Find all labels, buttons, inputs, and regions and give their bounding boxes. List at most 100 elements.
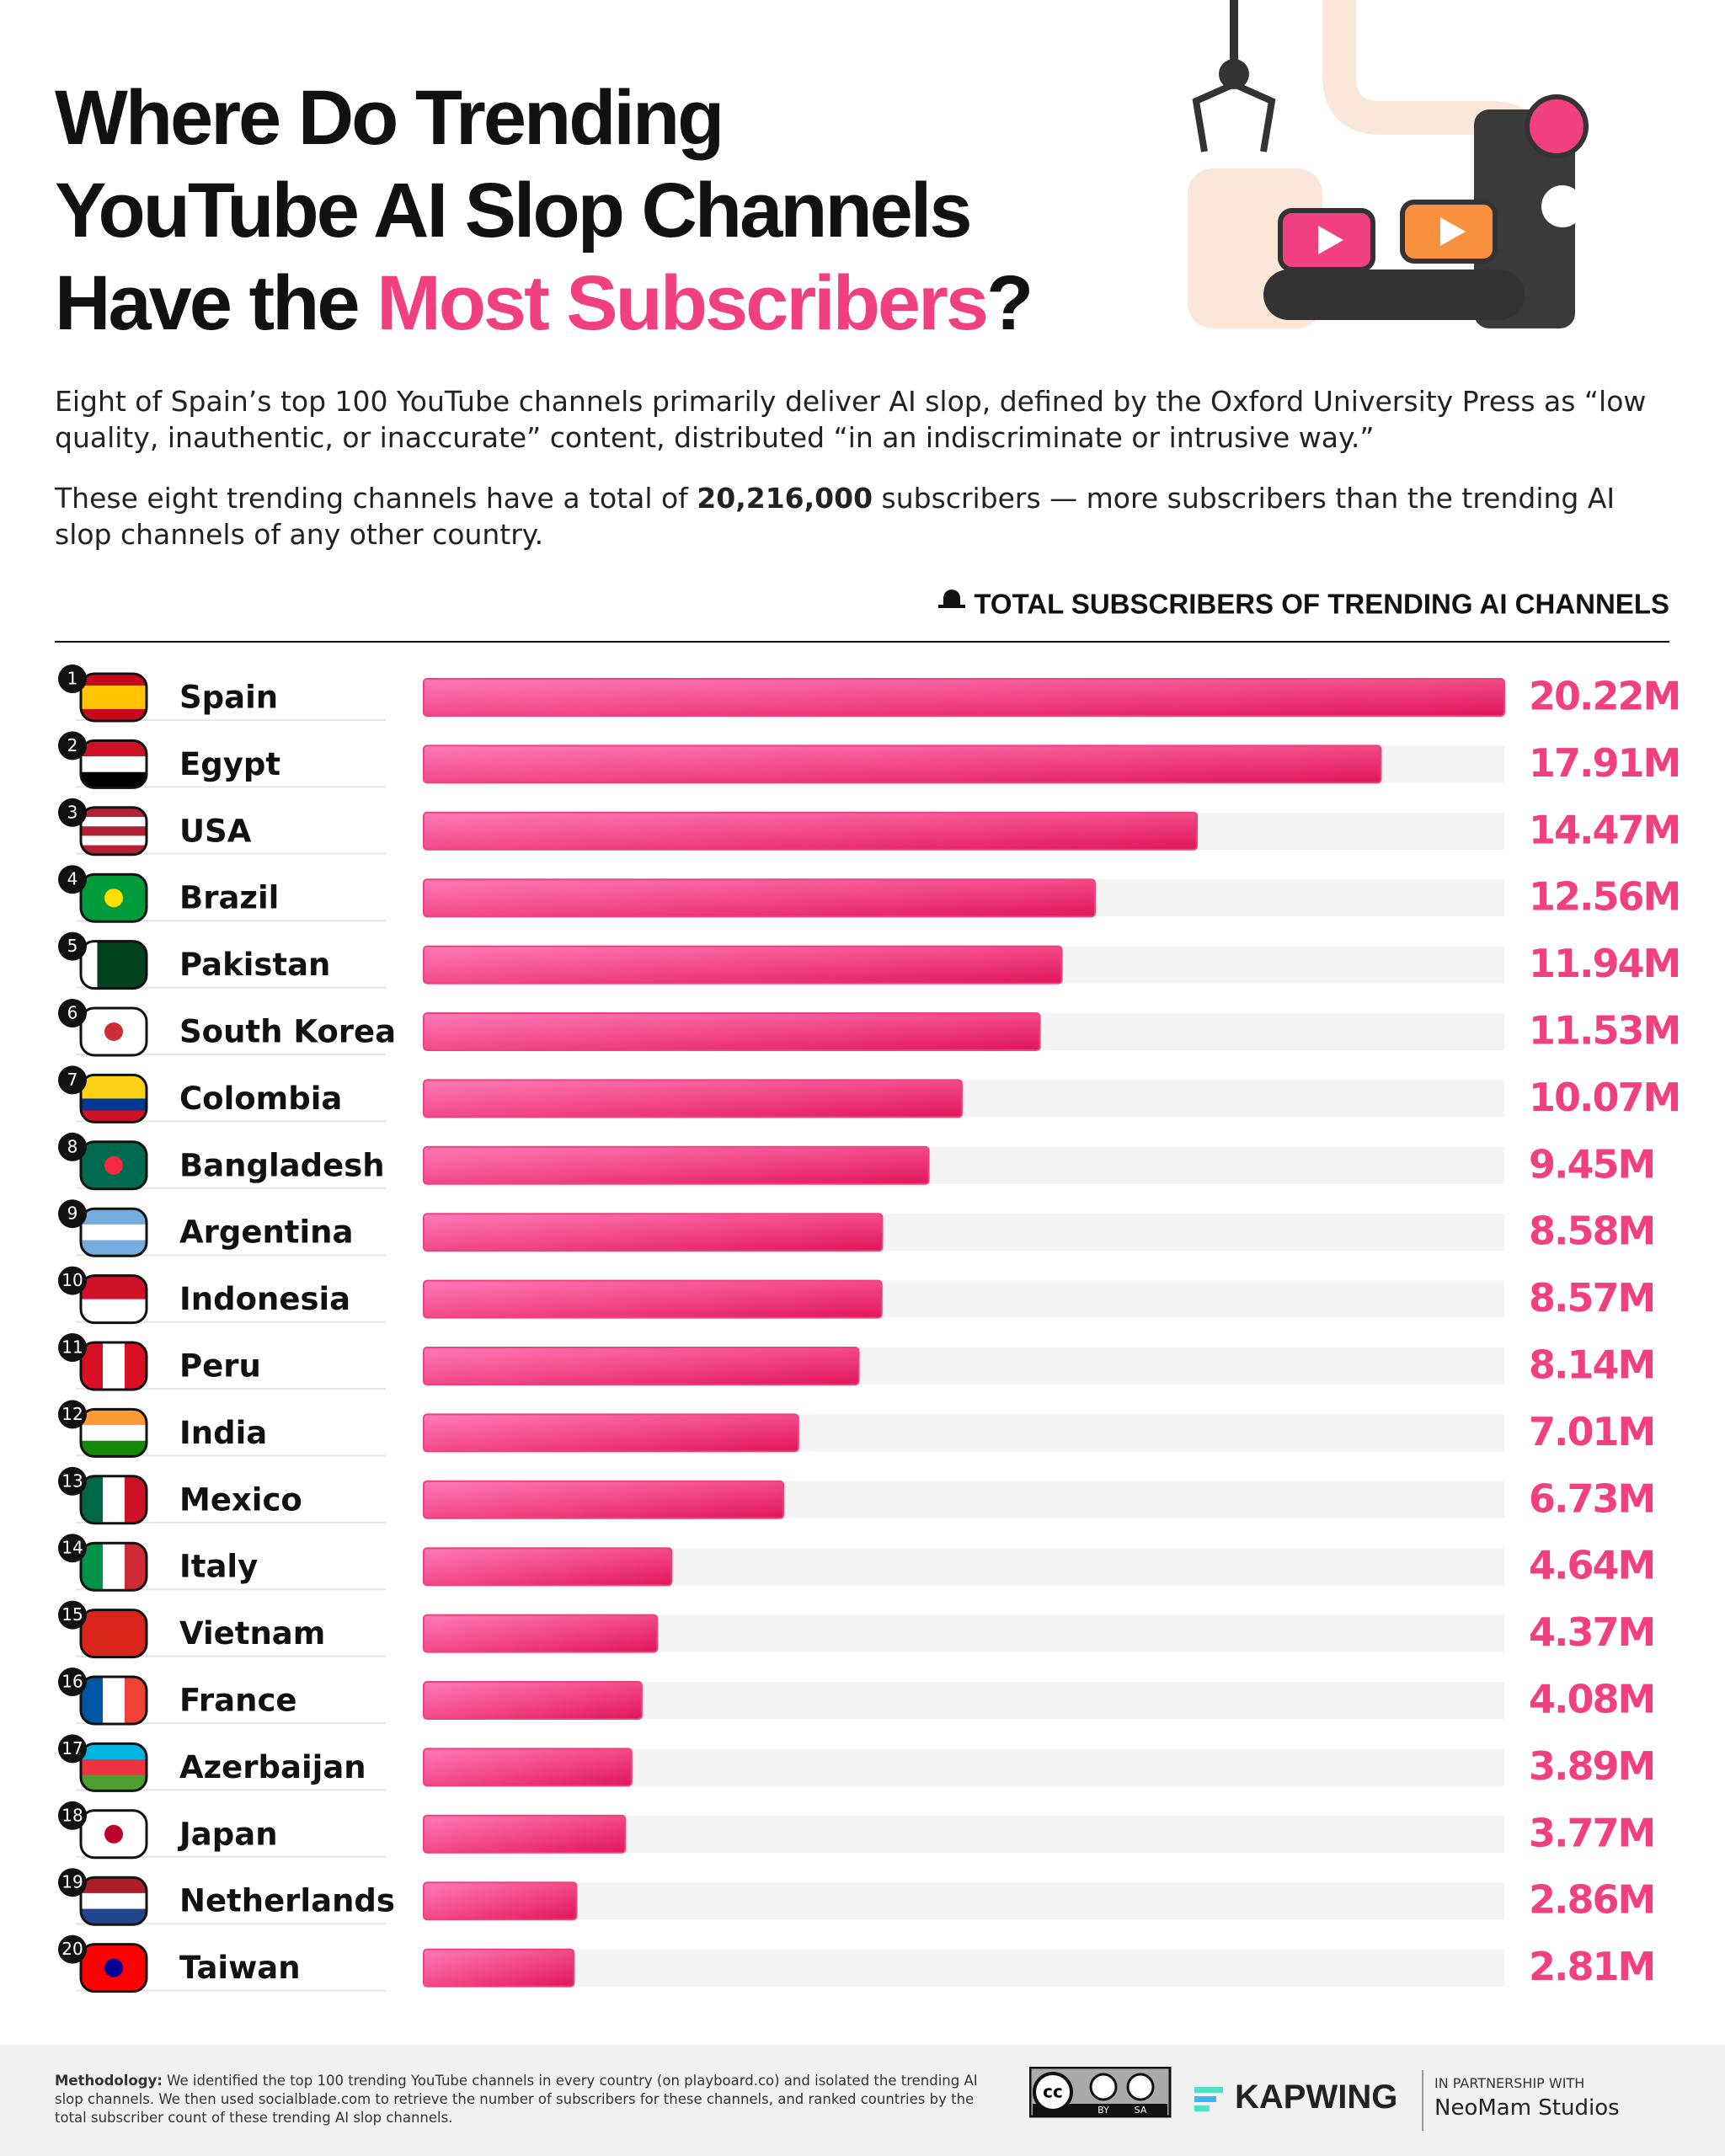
value-label: 10.07M [1529, 1075, 1680, 1120]
rank: 6 [67, 1003, 78, 1023]
intro-bold: 20,216,000 [697, 482, 873, 515]
flag-stripe [125, 1543, 147, 1591]
flag-stripe [81, 817, 147, 827]
partner: NeoMam Studios [1434, 2095, 1620, 2121]
flag-stripe [103, 1677, 126, 1724]
flag-stripe [81, 1774, 147, 1791]
country-name: South Korea [179, 1014, 396, 1050]
flag-border [79, 1675, 148, 1726]
country-name: Mexico [179, 1481, 302, 1518]
value-label: 11.94M [1529, 941, 1680, 986]
methodology-text: We identified the top 100 trending YouTu… [55, 2073, 978, 2126]
flag [79, 1006, 148, 1057]
rank-badge [58, 1935, 87, 1964]
rank: 12 [61, 1404, 83, 1424]
flag-emblem [104, 1022, 123, 1041]
bar [423, 1948, 575, 1988]
intro-text: These eight trending channels have a tot… [55, 482, 688, 515]
bar [423, 1480, 785, 1519]
bar [423, 744, 1382, 784]
rank: 11 [61, 1337, 83, 1358]
flag-border [79, 940, 148, 990]
rank: 15 [61, 1604, 83, 1625]
flag [79, 739, 148, 789]
license-sa: SA [1135, 2105, 1147, 2116]
flag [79, 1407, 148, 1458]
flag-stripe [125, 1677, 147, 1724]
flag-stripe [125, 1342, 147, 1390]
rank-badge [58, 731, 87, 760]
footer: Methodology: We identified the top 100 t… [0, 2045, 1725, 2156]
flag-emblem [104, 1824, 123, 1844]
rank: 7 [67, 1070, 78, 1090]
country-name: Japan [177, 1816, 278, 1852]
title-line: Have the Most Subscribers? [55, 259, 1033, 348]
flag-stripe [81, 826, 147, 836]
flag-border [79, 1742, 148, 1792]
bar [423, 678, 1505, 717]
methodology-label: Methodology: [55, 2073, 163, 2089]
title-part: Have the [55, 260, 360, 346]
flag-stripe [81, 1609, 147, 1657]
flag [79, 806, 148, 857]
bar [423, 1881, 578, 1921]
value-label: 20.22M [1529, 674, 1680, 719]
flag-stripe [81, 674, 147, 686]
flag-stripe [97, 941, 115, 989]
flag [79, 1073, 148, 1123]
value-label: 17.91M [1529, 740, 1680, 786]
rank: 18 [61, 1805, 83, 1825]
rank: 4 [67, 869, 78, 889]
rank-badge [58, 664, 87, 693]
chart: TOTAL SUBSCRIBERS OF TRENDING AI CHANNEL… [55, 589, 1681, 1993]
rank: 20 [61, 1939, 83, 1959]
rank: 13 [61, 1470, 83, 1491]
flag-stripe [125, 1476, 147, 1524]
flag-emblem [104, 889, 123, 908]
svg-text:cc: cc [1043, 2082, 1063, 2102]
flag-emblem [104, 1958, 123, 1977]
flag-border [79, 806, 148, 857]
bar [423, 1413, 799, 1453]
brand-icon [1194, 2087, 1223, 2111]
bar [423, 1213, 884, 1252]
rank-badge [58, 1065, 87, 1095]
flag-border [79, 739, 148, 789]
flag [79, 1876, 148, 1926]
flag-stripe [81, 1743, 147, 1760]
bar [423, 1079, 963, 1118]
bar [423, 878, 1096, 918]
flag [79, 1742, 148, 1792]
bar [423, 1748, 633, 1787]
title-line: Where Do Trending [55, 75, 724, 161]
title-line: YouTube AI Slop Channels [55, 168, 973, 253]
flag-border [79, 1943, 148, 1993]
rank-badge [58, 1266, 87, 1295]
flag-stripe [81, 1759, 147, 1776]
flag-stripe [81, 1299, 147, 1323]
rank-badge [58, 1132, 87, 1161]
methodology: Methodology: We identified the top 100 t… [55, 2072, 998, 2127]
brand: KAPWING [1235, 2079, 1398, 2116]
rank-badge [58, 1199, 87, 1229]
flag-border [79, 1073, 148, 1123]
flag-stripe [81, 1098, 147, 1111]
flag-stripe [114, 941, 131, 989]
flag-stripe [81, 1877, 147, 1894]
value-label: 8.14M [1529, 1342, 1654, 1388]
flag-stripe [81, 807, 147, 818]
rank: 1 [67, 669, 78, 689]
bar-track [424, 1882, 1504, 1920]
title-highlight: Most Subscribers [377, 260, 989, 346]
rank: 17 [61, 1738, 83, 1758]
value-label: 11.53M [1529, 1008, 1680, 1054]
bar [423, 945, 1063, 985]
country-name: Egypt [179, 746, 280, 782]
rank-badge [58, 1801, 87, 1830]
title-part: ? [986, 260, 1033, 346]
value-label: 4.64M [1529, 1543, 1654, 1588]
value-label: 2.86M [1529, 1877, 1654, 1923]
flag [79, 1341, 148, 1391]
intro-text: subscribers — more subscribers than the … [55, 482, 1616, 551]
country-name: Indonesia [179, 1281, 350, 1317]
